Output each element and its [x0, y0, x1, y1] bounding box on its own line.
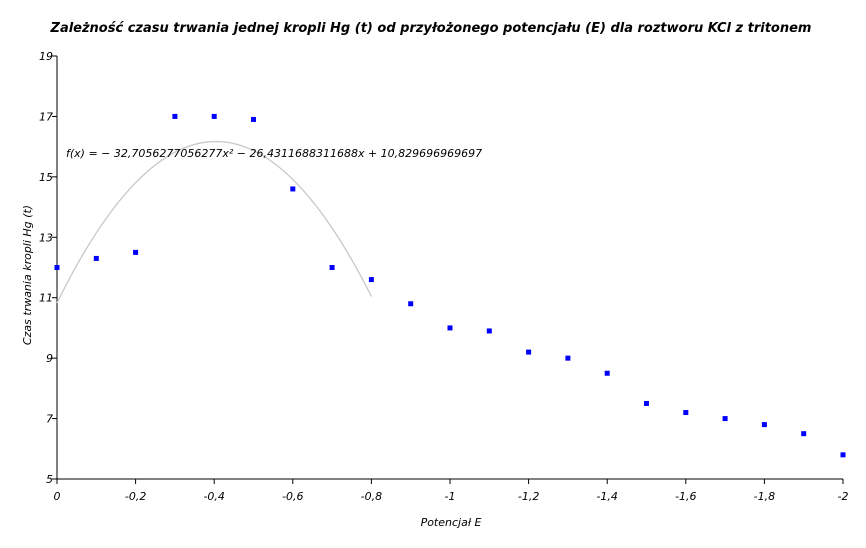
x-axis-ticks: 0 -0,2 -0,4 -0,6 -0,8 -1 -1,2 -1,4 -1,6 -1,8 -2: [54, 479, 849, 503]
x-tick-label: -1,2: [518, 490, 539, 503]
data-point: [211, 113, 217, 119]
data-point: [251, 116, 256, 122]
data-point: [761, 422, 767, 428]
data-point: [486, 328, 492, 334]
data-point: [93, 255, 99, 261]
y-tick-label: 5: [46, 473, 53, 486]
y-tick-label: 17: [39, 110, 53, 123]
x-tick-label: 0: [54, 490, 61, 503]
y-tick-label: 7: [46, 413, 53, 426]
x-axis-label: Potencjał E: [421, 516, 482, 529]
data-point: [290, 186, 296, 192]
data-point: [722, 416, 728, 422]
data-point: [644, 400, 649, 406]
x-tick-label: -0,6: [282, 490, 303, 503]
data-point: [683, 410, 689, 416]
x-tick-label: -1,6: [675, 490, 696, 503]
y-axis-label: Czas trwania kropli Hg (t): [21, 205, 34, 345]
chart-title: Zależność czasu trwania jednej kropli Hg…: [50, 21, 812, 36]
data-point: [801, 431, 807, 437]
y-axis-ticks: 5 7 9 11 13 15 17 19: [39, 50, 57, 486]
data-point: [54, 265, 60, 270]
y-tick-label: 13: [39, 231, 53, 244]
data-point: [565, 355, 571, 361]
plot-area: 5 7 9 11 13 15 17 19 0 -0,2 -0,4 -0,6 -0,8 -1 -1,2 -1,…: [39, 50, 848, 503]
data-points: [54, 113, 846, 458]
data-point: [172, 113, 178, 119]
x-tick-label: -0,8: [361, 490, 382, 503]
trendline: [56, 140, 372, 304]
data-point: [133, 249, 139, 255]
data-point: [604, 370, 610, 376]
trendline-equation: f(x) = − 32,7056277056277x² − 26,4311688…: [66, 147, 482, 160]
x-tick-label: -2: [838, 490, 849, 503]
y-tick-label: 19: [39, 50, 53, 63]
data-point: [526, 349, 532, 355]
x-tick-label: -0,2: [125, 490, 146, 503]
data-point: [447, 325, 453, 331]
data-point: [368, 277, 374, 283]
x-tick-label: -0,4: [203, 490, 224, 503]
y-tick-label: 11: [39, 292, 53, 305]
data-point: [329, 265, 335, 270]
x-tick-label: -1: [445, 490, 456, 503]
x-tick-label: -1,8: [754, 490, 775, 503]
y-tick-label: 9: [46, 352, 53, 365]
data-point: [840, 452, 846, 458]
x-tick-label: -1,4: [596, 490, 617, 503]
data-point: [408, 301, 414, 307]
y-tick-label: 15: [39, 171, 53, 184]
